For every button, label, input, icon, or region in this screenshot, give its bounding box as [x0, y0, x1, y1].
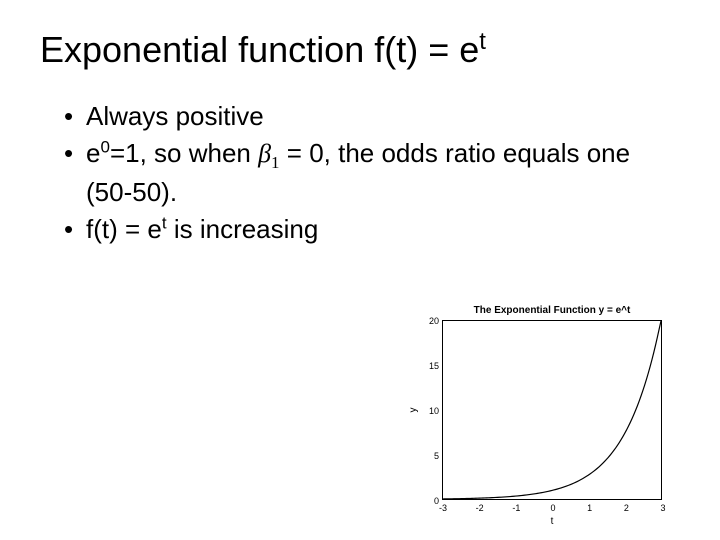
bullet-3-a: f(t) = e — [86, 214, 162, 244]
x-tick: 2 — [624, 503, 629, 513]
y-tick: 20 — [425, 316, 439, 326]
bullet-2: e0=1, so when β1 = 0, the odds ratio equ… — [64, 136, 680, 210]
x-tick: 0 — [550, 503, 555, 513]
chart-plot-area: y t 05101520-3-2-10123 — [442, 320, 662, 500]
bullet-1: Always positive — [64, 99, 680, 134]
y-tick: 15 — [425, 361, 439, 371]
bullet-2-sup: 0 — [100, 137, 109, 156]
bullet-2-c: = 0, the odds — [287, 138, 438, 168]
x-tick: -2 — [476, 503, 484, 513]
beta-sub: 1 — [271, 153, 280, 172]
y-tick: 0 — [425, 496, 439, 506]
bullet-list: Always positive e0=1, so when β1 = 0, th… — [64, 99, 680, 247]
bullet-2-b: =1, so when — [110, 138, 258, 168]
chart-container: The Exponential Function y = e^t y t 051… — [432, 305, 672, 500]
bullet-3-sup: t — [162, 214, 167, 233]
x-tick: -1 — [512, 503, 520, 513]
slide-title: Exponential function f(t) = et — [40, 28, 680, 71]
x-axis-label: t — [551, 516, 554, 527]
y-tick: 10 — [425, 406, 439, 416]
bullet-3: f(t) = et is increasing — [64, 212, 680, 247]
x-tick: 3 — [660, 503, 665, 513]
x-tick: 1 — [587, 503, 592, 513]
y-tick: 5 — [425, 451, 439, 461]
bullet-1-text: Always positive — [86, 101, 264, 131]
beta-symbol: β — [258, 139, 271, 168]
y-axis-label: y — [408, 408, 419, 413]
title-sup: t — [479, 28, 486, 55]
slide: Exponential function f(t) = et Always po… — [0, 0, 720, 540]
exp-curve — [443, 321, 661, 499]
title-text-1: Exponential function f(t) = e — [40, 29, 479, 70]
bullet-2-a: e — [86, 138, 100, 168]
x-tick: -3 — [439, 503, 447, 513]
bullet-3-b: is increasing — [174, 214, 319, 244]
chart-title: The Exponential Function y = e^t — [432, 305, 672, 316]
